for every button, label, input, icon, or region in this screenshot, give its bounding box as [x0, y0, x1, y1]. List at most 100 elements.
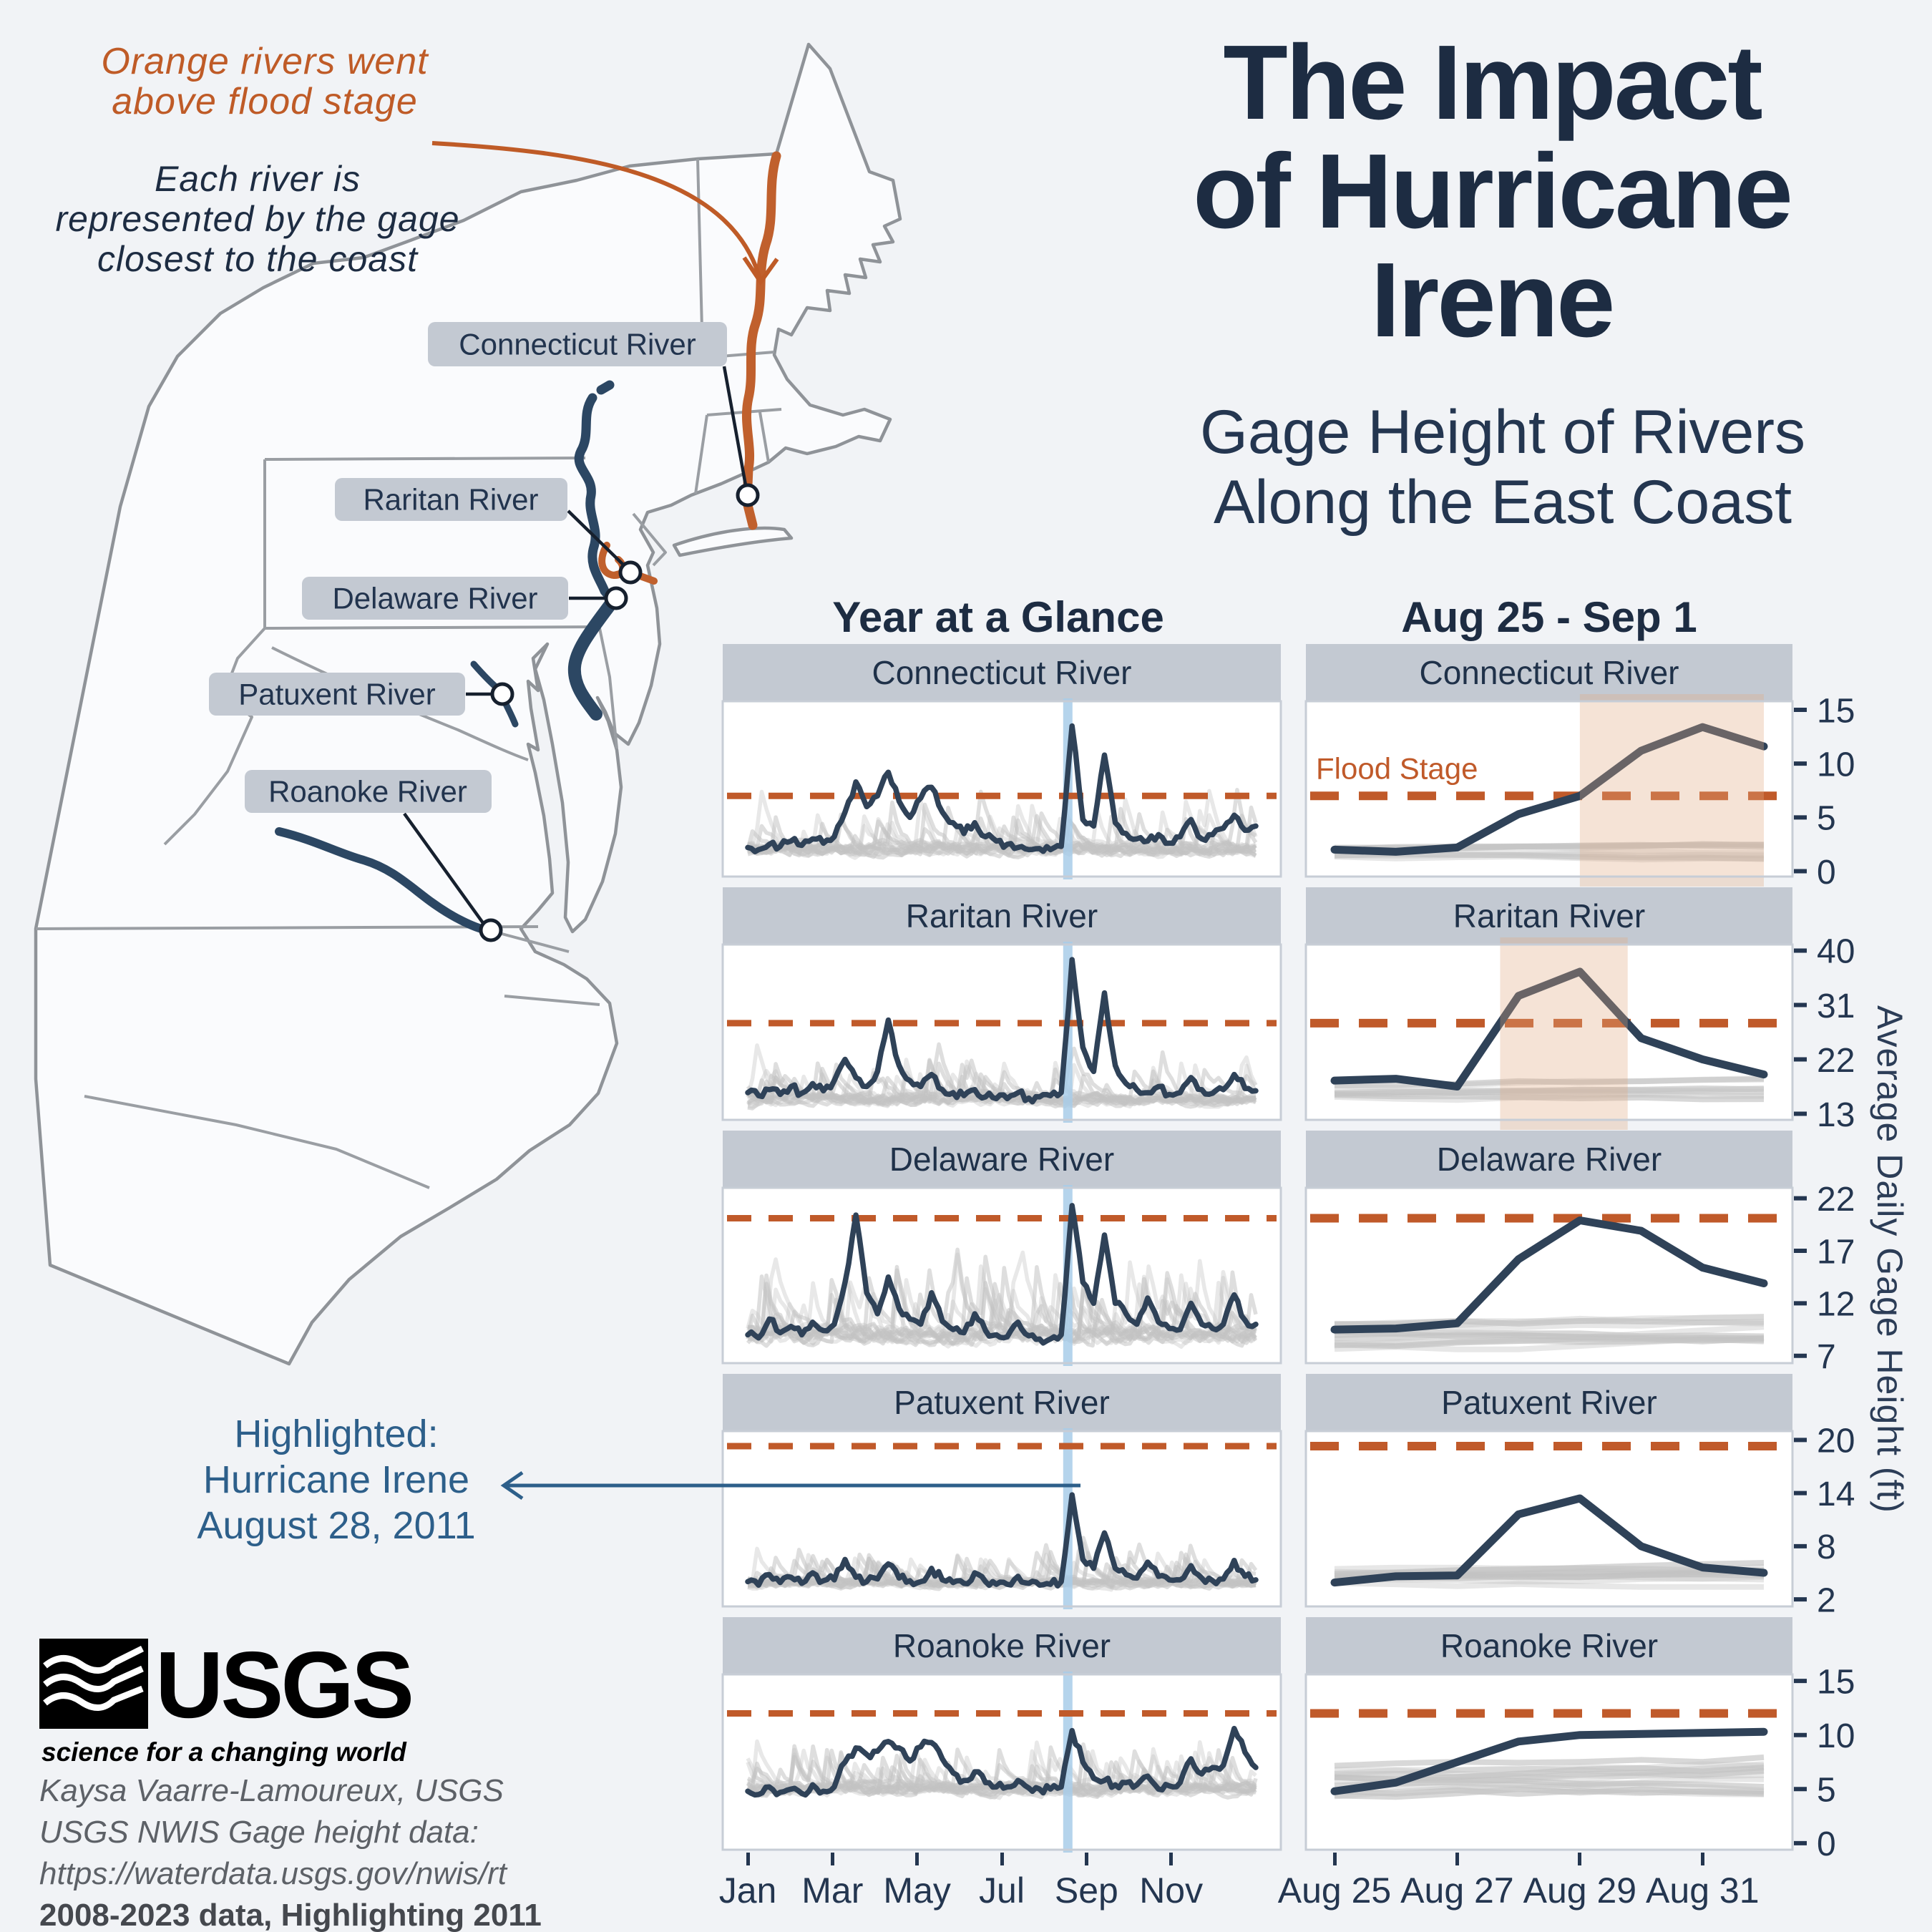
- y-axis-label: Average Daily Gage Height (ft): [1870, 1005, 1910, 1513]
- chart-plot-week: 15 10 5 0 Flood Stage: [1304, 692, 1855, 892]
- highlight-note-line: August 28, 2011: [197, 1504, 476, 1547]
- y-tick-label: 0: [1817, 1825, 1836, 1863]
- river-connecticut-mouth: [743, 500, 758, 530]
- line-2011: [1330, 723, 1768, 856]
- map-label-chip: [245, 770, 492, 813]
- chart-plot-week: 20 14 8 2: [1304, 1423, 1855, 1619]
- annotation-gage-note: Each river is represented by the gage cl…: [29, 159, 487, 279]
- chart-title-week: Raritan River: [1306, 887, 1792, 945]
- credit-url[interactable]: https://waterdata.usgs.gov/nwis/rt: [39, 1856, 507, 1891]
- chart-title-year: Roanoke River: [723, 1617, 1281, 1674]
- x-tick: [1332, 1853, 1337, 1865]
- highlight-note-line: Hurricane Irene: [203, 1458, 470, 1501]
- chart-title-week: Connecticut River: [1306, 644, 1792, 701]
- x-tick-label-month: Sep: [1054, 1870, 1118, 1911]
- chart-title-week: Patuxent River: [1306, 1374, 1792, 1431]
- x-tick-label-month: May: [883, 1870, 951, 1911]
- y-tick-label: 13: [1817, 1096, 1855, 1134]
- chart-plot-year: [721, 1428, 1282, 1609]
- history-lines: [1334, 1075, 1765, 1103]
- x-tick: [1000, 1853, 1004, 1865]
- x-tick-label-month: Nov: [1139, 1870, 1204, 1911]
- chart-title-week: Delaware River: [1306, 1131, 1792, 1188]
- title-line: of Hurricane: [1193, 132, 1793, 250]
- map-label-connectors: [403, 366, 748, 927]
- y-tick-label: 20: [1817, 1423, 1855, 1460]
- y-tick-label: 15: [1817, 692, 1855, 730]
- map-label-chip: [209, 673, 465, 716]
- y-tick-label: 10: [1817, 1717, 1855, 1755]
- y-tick-label: 15: [1817, 1663, 1855, 1701]
- y-tick-label: 14: [1817, 1475, 1855, 1513]
- subtitle-line: Gage Height of Rivers: [1199, 398, 1806, 467]
- highlight-note: Highlighted: Hurricane Irene August 28, …: [107, 1411, 565, 1548]
- x-tick: [1700, 1853, 1704, 1865]
- river-connecticut: [742, 151, 781, 490]
- annotation-line: Each river is: [154, 159, 361, 199]
- line-2011: [1330, 1494, 1768, 1587]
- flood-stage-label: Flood Stage: [1316, 751, 1478, 785]
- annotation-line: represented by the gage: [55, 199, 460, 239]
- east-coast-map: Connecticut River Raritan River Delaware…: [34, 42, 902, 1366]
- line-2011: [1330, 1727, 1768, 1795]
- page-subtitle: Gage Height of Rivers Along the East Coa…: [1088, 397, 1918, 537]
- y-tick-label: 31: [1817, 987, 1855, 1025]
- river-delaware-estuary: [567, 596, 618, 721]
- annotation-line: above flood stage: [112, 81, 418, 122]
- chart-plot-week: 15 10 5 0: [1304, 1663, 1855, 1863]
- x-tick-label-day: Aug 27: [1400, 1870, 1514, 1911]
- gage-marker-raritan: [618, 560, 643, 585]
- column-header-week: Aug 25 - Sep 1: [1401, 593, 1697, 641]
- chart-title-year: Patuxent River: [723, 1374, 1281, 1431]
- credits-block: Kaysa Vaarre-Lamoureux, USGS USGS NWIS G…: [39, 1770, 683, 1932]
- line-2011: [745, 1725, 1259, 1798]
- annotation-line: closest to the coast: [97, 239, 418, 279]
- map-coastline: [34, 42, 902, 1366]
- x-tick-label-month: Mar: [801, 1870, 864, 1911]
- usgs-logo: USGS: [39, 1636, 414, 1736]
- line-2011: [745, 1492, 1259, 1589]
- x-tick-label-day: Aug 29: [1523, 1870, 1637, 1911]
- river-delaware: [574, 380, 615, 602]
- chart-title-year: Raritan River: [723, 887, 1281, 945]
- y-tick-label: 5: [1817, 800, 1836, 838]
- history-lines: [1334, 1314, 1765, 1352]
- map-long-island: [672, 526, 794, 557]
- gage-marker-patuxent: [490, 682, 514, 706]
- highlight-arrow: [500, 1470, 1080, 1501]
- x-tick: [915, 1853, 919, 1865]
- credit-source: USGS NWIS Gage height data:: [39, 1815, 479, 1850]
- gage-marker-delaware: [604, 586, 628, 610]
- chart-plot-year: [721, 1672, 1282, 1853]
- y-tick-label: 12: [1817, 1286, 1855, 1324]
- y-tick-label: 22: [1817, 1181, 1855, 1219]
- map-label-chip: [335, 478, 567, 521]
- line-2011: [1330, 967, 1768, 1091]
- highlight-note-line: Highlighted:: [234, 1413, 439, 1455]
- chart-title-year: Delaware River: [723, 1131, 1281, 1188]
- annotation-flood-note: Orange rivers went above flood stage: [43, 42, 487, 122]
- column-header-year: Year at a Glance: [832, 593, 1164, 641]
- credit-author: Kaysa Vaarre-Lamoureux, USGS: [39, 1773, 504, 1808]
- x-tick: [1578, 1853, 1582, 1865]
- history-lines: [1334, 1754, 1765, 1800]
- chart-plot-year: [721, 1185, 1282, 1366]
- map-label-connecticut: Connecticut River: [459, 328, 696, 361]
- x-tick-label-month: Jan: [718, 1870, 777, 1911]
- annotation-line: Orange rivers went: [101, 41, 429, 82]
- page-title: The Impact of Hurricane Irene: [1066, 29, 1918, 355]
- usgs-tagline: science for a changing world: [42, 1737, 406, 1767]
- subtitle-line: Along the East Coast: [1214, 468, 1792, 537]
- map-label-raritan: Raritan River: [363, 483, 538, 517]
- line-2011: [745, 957, 1259, 1105]
- chart-plot-week: 40 31 22 13: [1304, 933, 1855, 1134]
- chart-plot-year: [721, 698, 1282, 879]
- line-2011: [1330, 1216, 1768, 1334]
- x-tick: [1084, 1853, 1088, 1865]
- map-label-roanoke: Roanoke River: [268, 775, 467, 809]
- y-tick-label: 10: [1817, 746, 1855, 784]
- x-tick: [1169, 1853, 1174, 1865]
- line-2011: [745, 1203, 1259, 1346]
- title-line: The Impact: [1223, 24, 1762, 142]
- gage-marker-connecticut: [736, 483, 760, 507]
